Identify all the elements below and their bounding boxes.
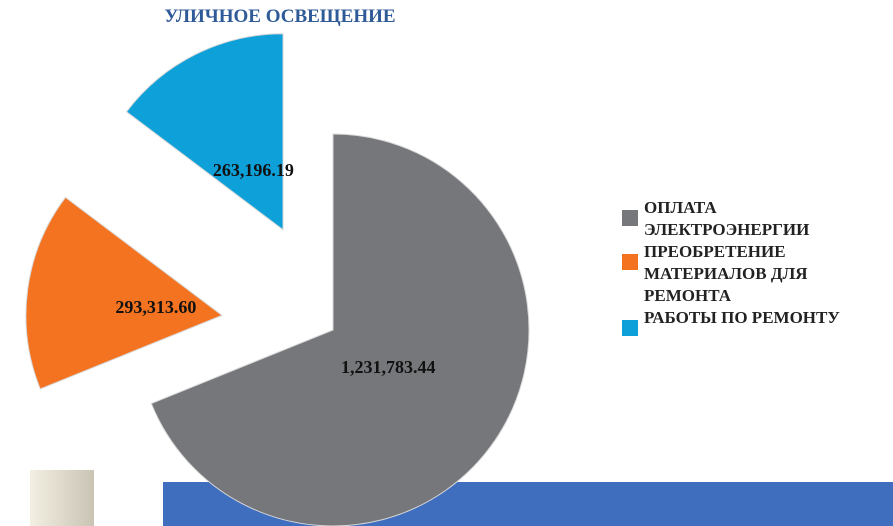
legend-label: ОПЛАТА ЭЛЕКТРОЭНЕРГИИ	[644, 198, 810, 239]
decoration	[30, 470, 94, 526]
data-label: 293,313.60	[115, 296, 197, 317]
legend-swatch	[622, 210, 638, 226]
legend-swatch	[622, 254, 638, 270]
legend-item: ОПЛАТА ЭЛЕКТРОЭНЕРГИИ	[622, 197, 872, 241]
pie-slice	[25, 196, 223, 390]
chart-title: УЛИЧНОЕ ОСВЕЩЕНИЕ	[164, 6, 396, 27]
data-label: 1,231,783.44	[341, 357, 436, 378]
pie	[25, 33, 530, 526]
legend-item: РАБОТЫ ПО РЕМОНТУ	[622, 307, 872, 336]
legend-label: ПРЕОБРЕТЕНИЕ МАТЕРИАЛОВ ДЛЯ РЕМОНТА	[644, 242, 808, 305]
legend: ОПЛАТА ЭЛЕКТРОЭНЕРГИИ ПРЕОБРЕТЕНИЕ МАТЕРИ…	[622, 197, 872, 336]
legend-label: РАБОТЫ ПО РЕМОНТУ	[644, 308, 840, 327]
pie-slice	[150, 133, 530, 526]
legend-swatch	[622, 320, 638, 336]
data-label: 263,196.19	[212, 160, 294, 181]
pie-slice	[125, 33, 284, 231]
legend-item: ПРЕОБРЕТЕНИЕ МАТЕРИАЛОВ ДЛЯ РЕМОНТА	[622, 241, 872, 307]
